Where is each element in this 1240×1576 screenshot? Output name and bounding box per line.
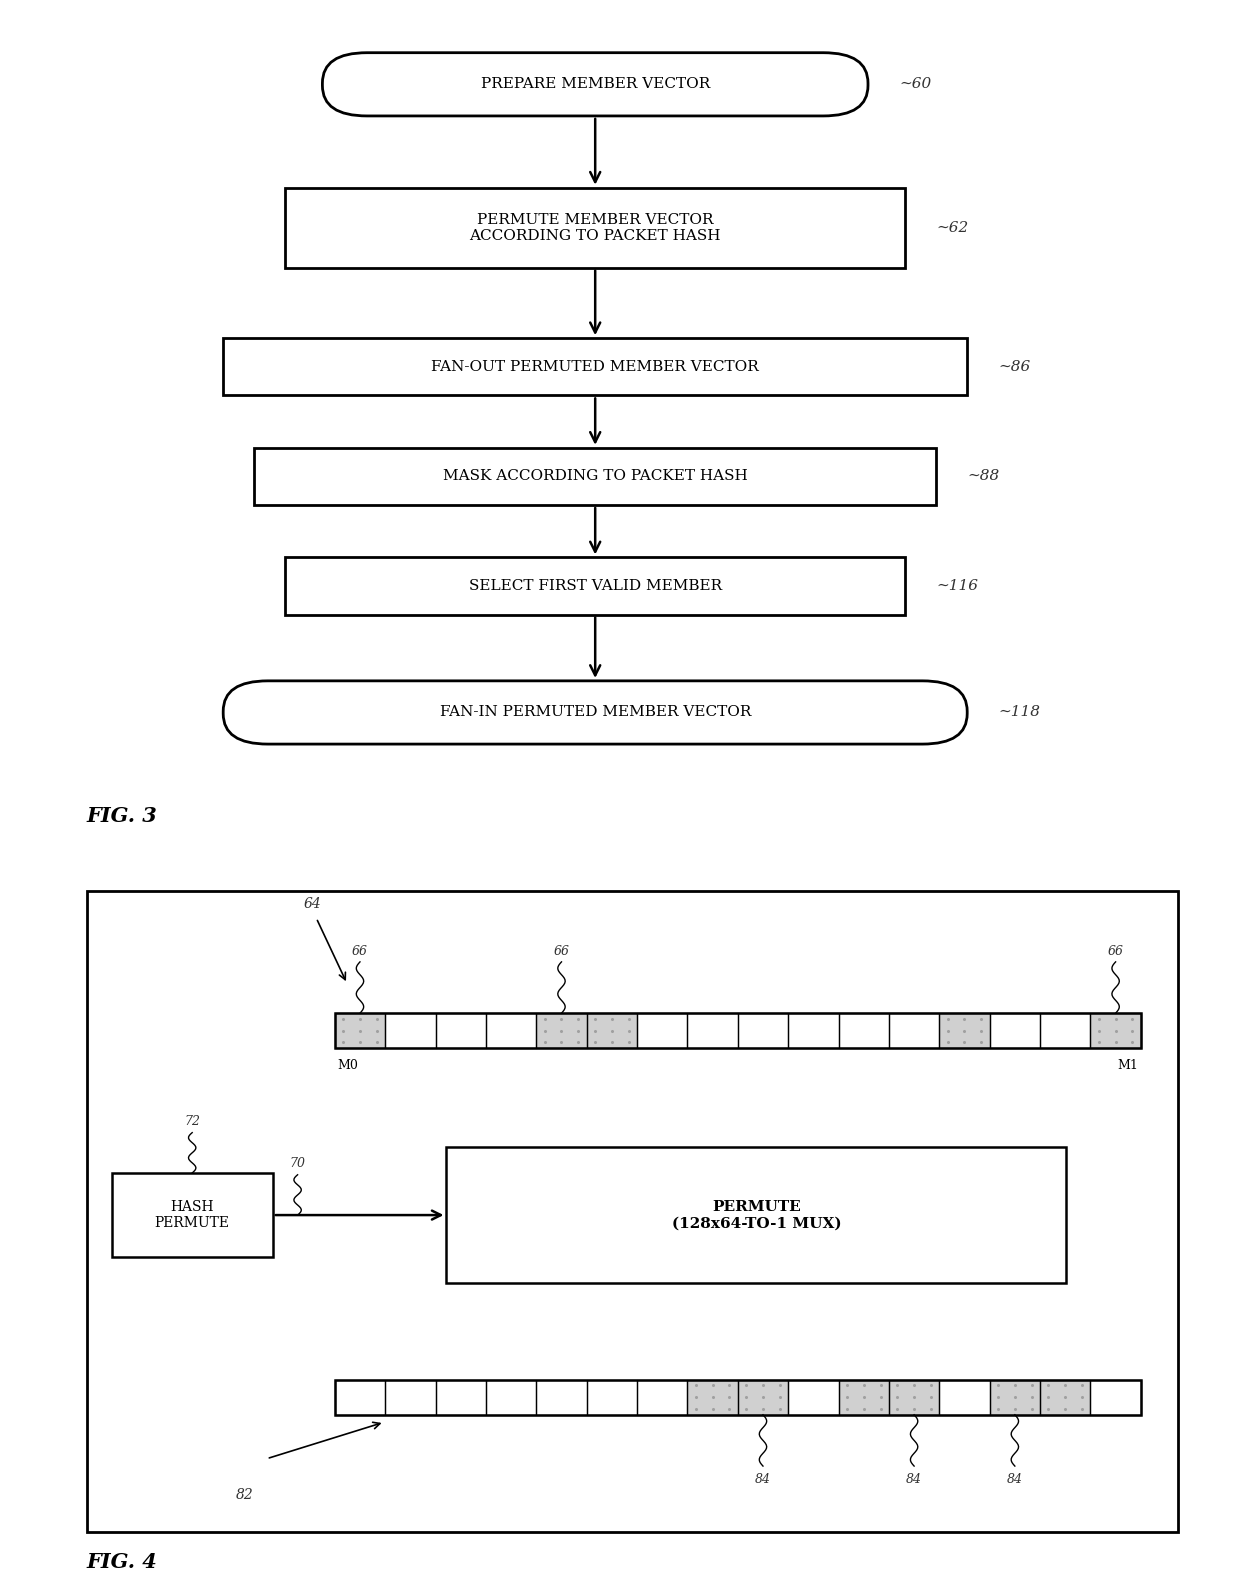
Bar [738, 1013, 789, 1048]
Bar [1090, 1379, 1141, 1415]
Bar [223, 339, 967, 396]
Bar [889, 1013, 940, 1048]
Bar [1040, 1379, 1090, 1415]
Bar [838, 1379, 889, 1415]
Text: PERMUTE MEMBER VECTOR
ACCORDING TO PACKET HASH: PERMUTE MEMBER VECTOR ACCORDING TO PACKE… [470, 213, 720, 243]
Text: 66: 66 [553, 946, 569, 958]
Bar [335, 1013, 1141, 1048]
Bar [990, 1379, 1040, 1415]
Bar [285, 188, 905, 268]
Text: ∼88: ∼88 [967, 470, 999, 484]
Bar [990, 1379, 1040, 1415]
Bar [637, 1013, 687, 1048]
Text: HASH
PERMUTE: HASH PERMUTE [155, 1199, 229, 1231]
Bar [990, 1013, 1040, 1048]
Bar [335, 1013, 1141, 1048]
Bar [112, 1173, 273, 1258]
Bar [446, 1147, 1066, 1283]
Bar [1040, 1379, 1090, 1415]
Bar [254, 448, 936, 504]
Text: 84: 84 [906, 1474, 923, 1486]
Text: 66: 66 [1107, 946, 1123, 958]
Text: ∼60: ∼60 [899, 77, 931, 91]
Bar [285, 558, 905, 615]
FancyBboxPatch shape [322, 52, 868, 117]
Bar [1090, 1013, 1141, 1048]
Text: ∼62: ∼62 [936, 221, 968, 235]
Text: FAN-IN PERMUTED MEMBER VECTOR: FAN-IN PERMUTED MEMBER VECTOR [439, 706, 751, 720]
Text: SELECT FIRST VALID MEMBER: SELECT FIRST VALID MEMBER [469, 578, 722, 593]
Text: 70: 70 [290, 1157, 305, 1169]
Text: M0: M0 [337, 1059, 358, 1072]
Bar [587, 1379, 637, 1415]
Bar [87, 890, 1178, 1532]
Text: FIG. 4: FIG. 4 [87, 1552, 157, 1573]
FancyBboxPatch shape [223, 681, 967, 744]
Text: 82: 82 [236, 1488, 253, 1502]
Bar [637, 1379, 687, 1415]
Text: FAN-OUT PERMUTED MEMBER VECTOR: FAN-OUT PERMUTED MEMBER VECTOR [432, 359, 759, 374]
Bar [940, 1013, 990, 1048]
Text: ∼116: ∼116 [936, 578, 978, 593]
Bar [486, 1379, 537, 1415]
Text: ∼86: ∼86 [998, 359, 1030, 374]
Bar [435, 1379, 486, 1415]
Bar [738, 1379, 789, 1415]
Bar [687, 1379, 738, 1415]
Text: MASK ACCORDING TO PACKET HASH: MASK ACCORDING TO PACKET HASH [443, 470, 748, 484]
Bar [587, 1013, 637, 1048]
Bar [335, 1379, 386, 1415]
Bar [738, 1379, 789, 1415]
Text: PREPARE MEMBER VECTOR: PREPARE MEMBER VECTOR [481, 77, 709, 91]
Text: M1: M1 [1117, 1059, 1138, 1072]
Bar [335, 1379, 1141, 1415]
Text: ∼118: ∼118 [998, 706, 1040, 720]
Bar [838, 1013, 889, 1048]
Bar [587, 1013, 637, 1048]
Text: 84: 84 [755, 1474, 771, 1486]
Bar [536, 1013, 587, 1048]
Bar [536, 1379, 587, 1415]
Bar [335, 1379, 1141, 1415]
Bar [335, 1013, 386, 1048]
Bar [838, 1379, 889, 1415]
Text: 72: 72 [185, 1114, 200, 1127]
Text: PERMUTE
(128x64-TO-1 MUX): PERMUTE (128x64-TO-1 MUX) [672, 1199, 841, 1231]
Bar [940, 1013, 990, 1048]
Bar [687, 1013, 738, 1048]
Bar [687, 1379, 738, 1415]
Bar [1090, 1013, 1141, 1048]
Bar [889, 1379, 940, 1415]
Bar [386, 1379, 435, 1415]
Bar [435, 1013, 486, 1048]
Bar [940, 1379, 990, 1415]
Text: 64: 64 [304, 897, 321, 911]
Text: 84: 84 [1007, 1474, 1023, 1486]
Text: 66: 66 [352, 946, 368, 958]
Bar [889, 1379, 940, 1415]
Bar [386, 1013, 435, 1048]
Bar [486, 1013, 537, 1048]
Text: FIG. 3: FIG. 3 [87, 807, 157, 826]
Bar [789, 1013, 838, 1048]
Bar [536, 1013, 587, 1048]
Bar [1040, 1013, 1090, 1048]
Bar [335, 1013, 386, 1048]
Bar [789, 1379, 838, 1415]
